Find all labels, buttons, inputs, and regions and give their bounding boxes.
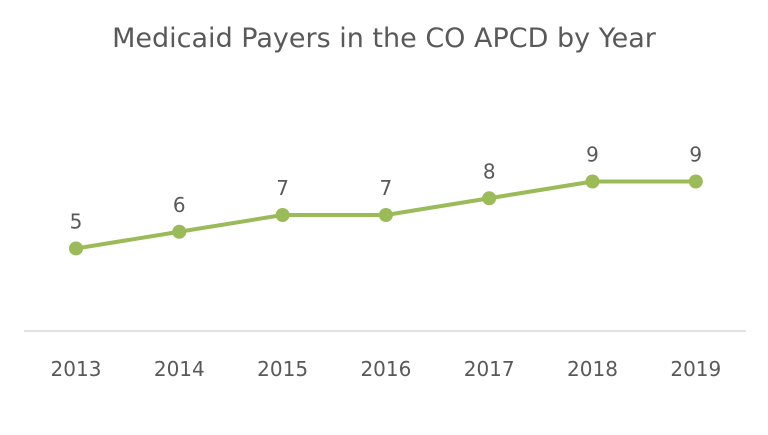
chart-title: Medicaid Payers in the CO APCD by Year xyxy=(112,23,657,54)
data-point-2015 xyxy=(275,208,290,222)
data-label-2015: 7 xyxy=(276,176,289,200)
series-layer xyxy=(69,174,703,256)
data-point-2014 xyxy=(172,224,187,239)
series-line-segment xyxy=(383,196,492,217)
series-line-segment xyxy=(177,213,285,234)
data-label-2016: 7 xyxy=(380,176,393,200)
data-point-2018 xyxy=(585,174,600,189)
data-label-2017: 8 xyxy=(483,159,496,183)
data-label-2014: 6 xyxy=(173,193,186,217)
data-point-2019 xyxy=(688,174,703,189)
series-line-segment xyxy=(487,179,595,201)
data-label-layer: 5 6 7 7 8 9 9 xyxy=(70,143,703,234)
x-tick-label-2018: 2018 xyxy=(567,357,618,381)
x-tick-label-2013: 2013 xyxy=(51,357,102,381)
x-tick-label-2015: 2015 xyxy=(257,357,308,381)
data-point-2016 xyxy=(378,208,393,222)
x-tick-label-2019: 2019 xyxy=(670,357,721,381)
series-line-segment xyxy=(74,229,182,251)
data-label-2019: 9 xyxy=(689,143,702,167)
data-point-2017 xyxy=(482,191,497,206)
data-label-2013: 5 xyxy=(70,210,83,234)
data-point-2013 xyxy=(69,241,83,256)
x-tick-label-2017: 2017 xyxy=(464,357,515,381)
x-tick-label-2016: 2016 xyxy=(360,357,411,381)
x-tick-label-2014: 2014 xyxy=(154,357,205,381)
data-label-2018: 9 xyxy=(586,143,599,167)
x-axis-ticks: 2013 2014 2015 2016 2017 2018 2019 xyxy=(51,357,722,381)
